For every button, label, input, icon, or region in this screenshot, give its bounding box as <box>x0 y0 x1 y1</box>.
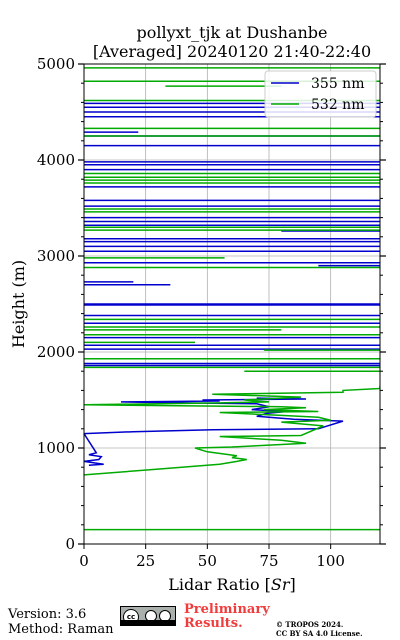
y-tick-label: 0 <box>65 535 75 553</box>
x-tick-label: 25 <box>136 552 155 570</box>
x-axis-label: Lidar Ratio [Sr] <box>168 575 296 594</box>
y-tick-label: 4000 <box>37 151 75 169</box>
lidar-ratio-chart: pollyxt_tjk at Dushanbe [Averaged] 20240… <box>9 23 386 594</box>
copyright-line-1: © TROPOS 2024. <box>276 620 344 629</box>
preliminary-line-1: Preliminary <box>184 602 270 617</box>
y-tick-label: 3000 <box>37 247 75 265</box>
y-tick-label: 5000 <box>37 55 75 73</box>
copyright-line-2: CC BY SA 4.0 License. <box>276 629 363 638</box>
y-axis-label: Height (m) <box>9 260 28 348</box>
legend-label: 355 nm <box>311 76 364 92</box>
y-tick-label: 1000 <box>37 439 75 457</box>
chart-title-line-1: pollyxt_tjk at Dushanbe <box>136 23 327 42</box>
cc-license-badge: cc <box>120 606 176 626</box>
chart-title-line-2: [Averaged] 20240120 21:40-22:40 <box>93 42 371 61</box>
series-layer <box>84 67 380 531</box>
plot-frame <box>83 63 381 545</box>
profile-532-nm <box>84 385 380 476</box>
x-tick-label: 50 <box>198 552 217 570</box>
x-tick-label: 100 <box>316 552 345 570</box>
series-group <box>84 67 380 531</box>
preliminary-line-2: Results. <box>184 616 243 631</box>
badge-strip <box>121 620 175 625</box>
profile-355-nm <box>84 397 344 467</box>
x-tick-label: 0 <box>79 552 89 570</box>
legend-label: 532 nm <box>311 97 364 113</box>
copyright-notice: © TROPOS 2024. CC BY SA 4.0 License. <box>276 620 363 638</box>
method-label: Method: Raman <box>8 622 114 637</box>
version-label: Version: 3.6 <box>8 607 87 622</box>
preliminary-notice: Preliminary Results. <box>184 603 270 631</box>
legend: 355 nm 532 nm <box>264 70 377 118</box>
x-tick-label: 75 <box>259 552 278 570</box>
y-tick-label: 2000 <box>37 343 75 361</box>
